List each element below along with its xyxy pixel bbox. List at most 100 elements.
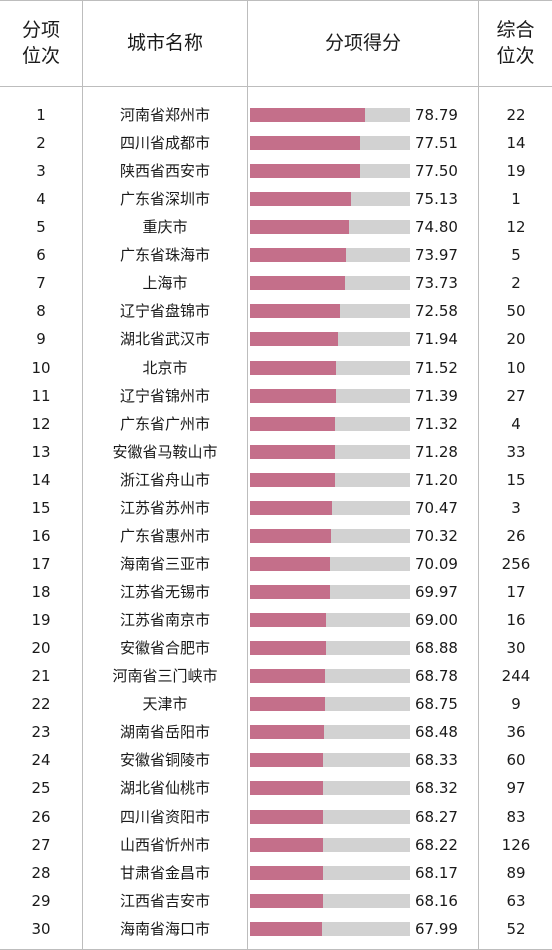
column-divider [478, 0, 479, 950]
rank-cell: 14 [31, 470, 51, 489]
rank-cell: 28 [31, 863, 51, 882]
city-cell: 广东省珠海市 [119, 246, 210, 265]
score-value: 68.16 [415, 891, 458, 910]
rank-cell: 1 [36, 106, 46, 124]
overall-rank-cell: 20 [506, 330, 526, 349]
score-bar-track [250, 781, 410, 796]
rank-cell: 13 [31, 442, 51, 461]
city-cell: 海南省海口市 [119, 919, 210, 938]
score-value: 78.79 [415, 106, 458, 124]
city-cell: 安徽省马鞍山市 [112, 442, 218, 461]
table-row: 19 江苏省南京市 69.00 16 [0, 606, 552, 634]
city-cell: 陕西省西安市 [119, 162, 210, 181]
score-bar [250, 388, 336, 403]
overall-rank-cell: 26 [506, 526, 526, 545]
overall-rank-cell: 97 [506, 779, 526, 798]
table-row: 15 江苏省苏州市 70.47 3 [0, 494, 552, 522]
score-value: 73.97 [415, 246, 458, 265]
header-city: 城市名称 [83, 0, 247, 86]
score-bar [250, 192, 351, 207]
score-value: 71.20 [415, 470, 458, 489]
table-row: 7 上海市 73.73 2 [0, 269, 552, 297]
city-cell: 广东省深圳市 [119, 190, 210, 209]
score-bar-track [250, 500, 410, 515]
score-bar-track [250, 332, 410, 347]
rank-cell: 18 [31, 583, 51, 602]
rank-cell: 3 [36, 162, 46, 181]
rank-cell: 26 [31, 807, 51, 826]
score-bar [250, 276, 345, 291]
rank-cell: 11 [31, 386, 51, 405]
score-bar [250, 781, 324, 796]
table-row: 30 海南省海口市 67.99 52 [0, 915, 552, 943]
table-row: 25 湖北省仙桃市 68.32 97 [0, 774, 552, 802]
score-value: 69.97 [415, 583, 458, 602]
score-bar-track [250, 388, 410, 403]
header-rank-line2: 位次 [21, 45, 60, 67]
city-cell: 安徽省合肥市 [119, 639, 210, 658]
score-value: 67.99 [415, 919, 458, 938]
overall-rank-cell: 17 [506, 583, 526, 602]
score-bar-track [250, 753, 410, 768]
score-value: 68.48 [415, 723, 458, 742]
score-bar [250, 360, 337, 375]
score-bar-track [250, 837, 410, 852]
city-cell: 江苏省无锡市 [119, 583, 210, 602]
overall-rank-cell: 27 [506, 386, 526, 405]
city-cell: 重庆市 [142, 218, 188, 237]
overall-rank-cell: 256 [501, 554, 531, 573]
rank-cell: 7 [36, 274, 46, 293]
score-value: 70.32 [415, 526, 458, 545]
table-row: 29 江西省吉安市 68.16 63 [0, 887, 552, 915]
table-row: 26 四川省资阳市 68.27 83 [0, 803, 552, 831]
overall-rank-cell: 36 [506, 723, 526, 742]
score-bar [250, 136, 360, 151]
score-bar [250, 108, 366, 122]
score-bar-track [250, 809, 410, 824]
rank-cell: 30 [31, 919, 51, 938]
table-row: 18 江苏省无锡市 69.97 17 [0, 578, 552, 606]
city-cell: 浙江省舟山市 [119, 470, 210, 489]
score-value: 68.32 [415, 779, 458, 798]
overall-rank-cell: 83 [506, 807, 526, 826]
score-bar-track [250, 697, 410, 712]
overall-rank-cell: 15 [506, 470, 526, 489]
score-bar [250, 669, 326, 684]
score-bar [250, 753, 324, 768]
score-bar [250, 556, 331, 571]
city-cell: 上海市 [142, 274, 188, 293]
score-bar-track [250, 220, 410, 235]
score-bar [250, 164, 360, 179]
score-bar-track [250, 641, 410, 656]
score-bar [250, 444, 336, 459]
table-row: 20 安徽省合肥市 68.88 30 [0, 634, 552, 662]
overall-rank-cell: 22 [506, 106, 526, 124]
score-value: 68.27 [415, 807, 458, 826]
city-cell: 湖南省岳阳市 [119, 723, 210, 742]
table-row: 22 天津市 68.75 9 [0, 690, 552, 718]
score-bar [250, 893, 323, 908]
rank-cell: 10 [31, 358, 51, 377]
rank-cell: 27 [31, 835, 51, 854]
header-overall: 综合 位次 [479, 0, 552, 86]
table-row: 2 四川省成都市 77.51 14 [0, 129, 552, 157]
score-bar-track [250, 472, 410, 487]
score-value: 77.51 [415, 134, 458, 153]
overall-rank-cell: 4 [511, 414, 521, 433]
city-cell: 江苏省苏州市 [119, 498, 210, 517]
overall-rank-cell: 52 [506, 919, 526, 938]
score-bar [250, 472, 335, 487]
overall-rank-cell: 10 [506, 358, 526, 377]
rank-cell: 4 [36, 190, 46, 209]
table-row: 9 湖北省武汉市 71.94 20 [0, 325, 552, 353]
score-bar [250, 332, 338, 347]
score-bar [250, 416, 336, 431]
rank-cell: 17 [31, 554, 51, 573]
score-value: 71.39 [415, 386, 458, 405]
column-divider [247, 0, 248, 950]
overall-rank-cell: 89 [506, 863, 526, 882]
overall-rank-cell: 33 [506, 442, 526, 461]
score-value: 69.00 [415, 611, 458, 630]
city-cell: 安徽省铜陵市 [119, 751, 210, 770]
score-value: 73.73 [415, 274, 458, 293]
